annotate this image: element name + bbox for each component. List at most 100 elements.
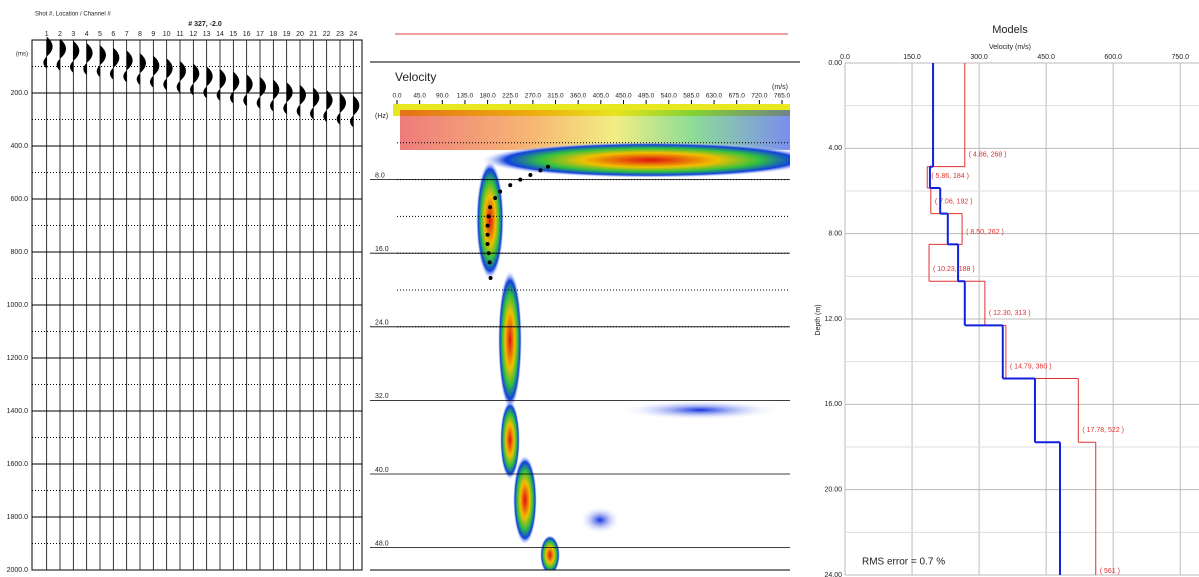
energy-image bbox=[393, 104, 820, 575]
y-tick-label: 48.0 bbox=[375, 540, 389, 547]
x-tick-label: 585.0 bbox=[683, 93, 700, 100]
x-tick-label: 150.0 bbox=[903, 54, 921, 61]
panel-title: Velocity bbox=[395, 70, 436, 84]
pick bbox=[508, 183, 512, 187]
y-tick-label: 12.00 bbox=[824, 316, 842, 323]
pick bbox=[488, 260, 492, 264]
energy bbox=[498, 270, 522, 410]
first-arrival bbox=[83, 43, 92, 75]
pick bbox=[487, 251, 491, 255]
channel-label: 5 bbox=[98, 31, 102, 38]
channel-label: 9 bbox=[151, 31, 155, 38]
channel-label: 7 bbox=[125, 31, 129, 38]
x-tick-label: 540.0 bbox=[661, 93, 678, 100]
y-tick-label: 32.0 bbox=[375, 393, 389, 400]
y-tick-label: 1000.0 bbox=[7, 302, 29, 309]
panel-title: Models bbox=[992, 24, 1028, 36]
pick bbox=[538, 168, 542, 172]
layer-label: ( 17.78, 522 ) bbox=[1082, 427, 1124, 434]
x-tick-label: 405.0 bbox=[593, 93, 610, 100]
first-arrival bbox=[270, 80, 279, 112]
channel-label: 12 bbox=[189, 31, 197, 38]
first-arrival bbox=[297, 85, 306, 117]
channel-label: 16 bbox=[243, 31, 251, 38]
pick bbox=[486, 242, 490, 246]
first-arrival bbox=[350, 95, 359, 127]
y-tick-label: 4.00 bbox=[828, 145, 842, 152]
pick bbox=[518, 178, 522, 182]
x-tick-label: 300.0 bbox=[970, 54, 988, 61]
first-arrival bbox=[337, 93, 346, 125]
first-arrival bbox=[43, 37, 52, 69]
x-tick-label: 720.0 bbox=[751, 93, 768, 100]
first-arrival bbox=[243, 74, 252, 106]
pick bbox=[498, 190, 502, 194]
pick bbox=[488, 205, 492, 209]
y-tick-label: 16.00 bbox=[824, 401, 842, 408]
first-arrival bbox=[110, 48, 119, 80]
y-tick-label: 400.0 bbox=[10, 143, 28, 150]
x-tick-label: 765.0 bbox=[774, 93, 791, 100]
pick bbox=[528, 173, 532, 177]
x-tick-label: 45.0 bbox=[413, 93, 426, 100]
x-tick-label: 750.0 bbox=[1171, 54, 1189, 61]
y-tick-label: 800.0 bbox=[10, 249, 28, 256]
y-tick-label: 600.0 bbox=[10, 196, 28, 203]
axis-unit: (Hz) bbox=[375, 113, 388, 120]
channel-label: 18 bbox=[269, 31, 277, 38]
axis-unit: (ms) bbox=[16, 52, 28, 58]
layer-label: ( 12.30, 313 ) bbox=[989, 310, 1031, 317]
x-tick-label: 180.0 bbox=[479, 93, 496, 100]
first-arrival bbox=[137, 53, 146, 85]
y-tick-label: 16.0 bbox=[375, 246, 389, 253]
channel-label: 20 bbox=[296, 31, 304, 38]
x-tick-label: 135.0 bbox=[457, 93, 474, 100]
layer-label: ( 10.23, 188 ) bbox=[933, 266, 975, 273]
energy bbox=[580, 506, 620, 534]
x-tick-label: 450.0 bbox=[615, 93, 632, 100]
screen: (m/s) (Hz) # 327, -2.0 (ms) 20 0.0 400.0 60… bbox=[0, 0, 1199, 577]
layer-label: ( 561 ) bbox=[1100, 568, 1120, 575]
first-arrival bbox=[70, 41, 79, 73]
channel-label: 4 bbox=[85, 31, 89, 38]
energy bbox=[480, 142, 820, 178]
y-tick-label: 8.0 bbox=[375, 172, 385, 179]
x-tick-label: 495.0 bbox=[638, 93, 655, 100]
x-tick-label: 225.0 bbox=[502, 93, 519, 100]
x-tick-label: 675.0 bbox=[729, 93, 746, 100]
channel-label: 13 bbox=[203, 31, 211, 38]
pick bbox=[546, 165, 550, 169]
x-tick-label: 630.0 bbox=[706, 93, 723, 100]
first-arrival bbox=[203, 66, 212, 98]
y-tick-label: 1800.0 bbox=[7, 514, 29, 521]
energy bbox=[620, 400, 780, 420]
x-tick-label: 0.0 bbox=[392, 93, 401, 100]
y-tick-label: 20.00 bbox=[824, 487, 842, 494]
y-tick-label: 1600.0 bbox=[7, 461, 29, 468]
channel-label: 19 bbox=[283, 31, 291, 38]
layer-label: ( 14.79, 360 ) bbox=[1010, 363, 1052, 370]
x-tick-label: 90.0 bbox=[436, 93, 449, 100]
x-tick-label: 315.0 bbox=[547, 93, 564, 100]
axis-unit: (m/s) bbox=[772, 84, 788, 91]
channel-label: 3 bbox=[71, 31, 75, 38]
y-tick-label: 8.00 bbox=[828, 231, 842, 238]
first-arrival bbox=[97, 45, 106, 77]
first-arrival bbox=[283, 82, 292, 114]
channel-label: 24 bbox=[349, 31, 357, 38]
channel-label: 11 bbox=[176, 31, 183, 38]
panel-subtitle: # 327, -2.0 bbox=[188, 21, 222, 28]
pick bbox=[487, 214, 491, 218]
pick bbox=[486, 224, 490, 228]
channel-label: 22 bbox=[323, 31, 331, 38]
y-tick-label: 1200.0 bbox=[7, 355, 29, 362]
energy bbox=[513, 455, 537, 545]
y-tick-label: 1400.0 bbox=[7, 408, 29, 415]
x-tick-label: 450.0 bbox=[1037, 54, 1055, 61]
first-arrival bbox=[310, 88, 319, 120]
pick bbox=[493, 196, 497, 200]
layer-label: ( 4.86, 268 ) bbox=[969, 152, 1007, 159]
y-tick-label: 24.0 bbox=[375, 320, 389, 327]
pick bbox=[486, 233, 490, 237]
energy bbox=[540, 535, 560, 575]
